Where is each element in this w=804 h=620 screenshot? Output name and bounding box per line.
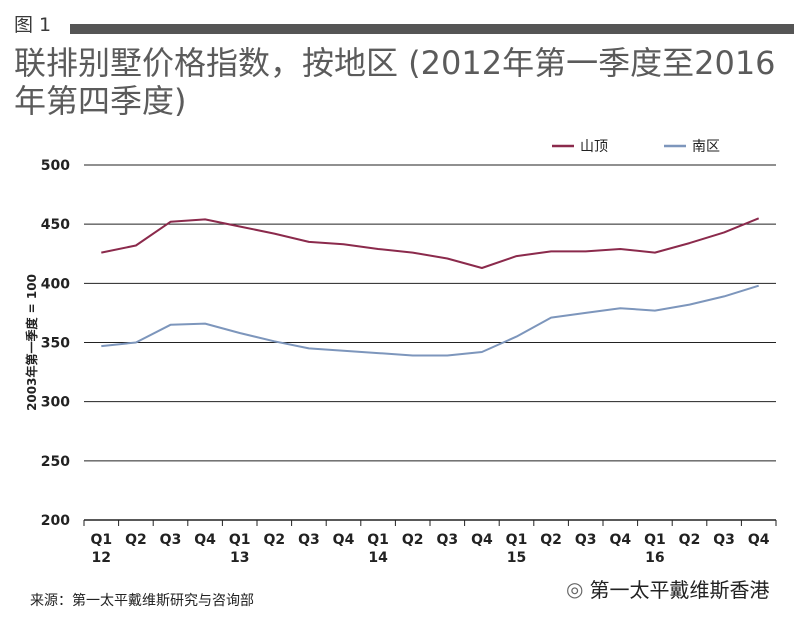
x-tick-label: Q2 bbox=[263, 532, 285, 548]
x-tick-label: Q4 bbox=[748, 532, 770, 548]
x-tick-label: Q3 bbox=[298, 532, 320, 548]
x-tick-label: Q1 bbox=[367, 532, 389, 548]
x-tick-year-label: 16 bbox=[645, 550, 664, 566]
chart-title: 联排别墅价格指数，按地区 (2012年第一季度至2016年第四季度) bbox=[14, 44, 776, 120]
legend-label: 南区 bbox=[692, 139, 720, 155]
x-tick-label: Q2 bbox=[125, 532, 147, 548]
source-note: 来源：第一太平戴维斯研究与咨询部 bbox=[30, 593, 254, 609]
series-line-2 bbox=[101, 284, 759, 357]
y-tick-label: 400 bbox=[41, 276, 70, 292]
x-tick-label: Q1 bbox=[644, 532, 666, 548]
y-tick-label: 500 bbox=[41, 158, 70, 174]
x-tick-label: Q4 bbox=[333, 532, 355, 548]
watermark-text: 第一太平戴维斯香港 bbox=[589, 578, 770, 602]
x-tick-label: Q3 bbox=[436, 532, 458, 548]
x-tick-year-label: 14 bbox=[368, 550, 388, 566]
y-axis-label: 2003年第一季度 = 100 bbox=[24, 274, 39, 411]
x-tick-label: Q4 bbox=[609, 532, 631, 548]
y-tick-label: 250 bbox=[41, 454, 70, 470]
x-tick-label: Q1 bbox=[90, 532, 112, 548]
x-tick-label: Q2 bbox=[402, 532, 424, 548]
wechat-icon: ◎ bbox=[566, 576, 584, 601]
x-tick-label: Q1 bbox=[229, 532, 251, 548]
x-tick-label: Q4 bbox=[471, 532, 493, 548]
legend-label: 山顶 bbox=[580, 139, 608, 155]
series-line-1 bbox=[101, 217, 760, 269]
watermark: ◎ 第一太平戴维斯香港 bbox=[566, 574, 769, 603]
x-tick-label: Q3 bbox=[160, 532, 182, 548]
figure-label: 图 1 bbox=[14, 14, 52, 36]
x-tick-label: Q3 bbox=[713, 532, 735, 548]
x-tick-label: Q1 bbox=[506, 532, 528, 548]
x-tick-year-label: 13 bbox=[230, 550, 249, 566]
y-tick-label: 450 bbox=[41, 217, 70, 233]
y-tick-label: 300 bbox=[41, 395, 70, 411]
y-tick-label: 200 bbox=[41, 513, 70, 529]
x-tick-label: Q2 bbox=[540, 532, 562, 548]
y-tick-label: 350 bbox=[41, 336, 70, 352]
x-tick-label: Q3 bbox=[575, 532, 597, 548]
x-tick-year-label: 12 bbox=[92, 550, 111, 566]
figure-header-bar bbox=[70, 24, 794, 34]
x-tick-label: Q2 bbox=[679, 532, 701, 548]
x-tick-year-label: 15 bbox=[507, 550, 526, 566]
x-tick-label: Q4 bbox=[194, 532, 216, 548]
